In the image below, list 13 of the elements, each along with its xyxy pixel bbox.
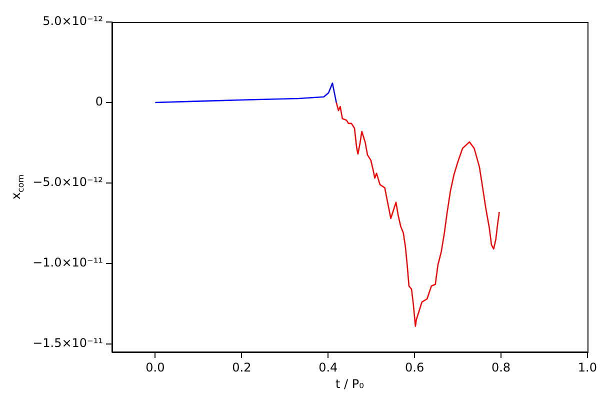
- x-tick-label: 0.6: [405, 360, 424, 374]
- x-tick-label: 1.0: [578, 360, 598, 374]
- y-tick-label: 5.0×10⁻¹²: [42, 14, 104, 28]
- x-axis-title: t / P₀: [336, 377, 364, 391]
- y-tick-label: −1.0×10⁻¹¹: [32, 256, 104, 270]
- y-tick-label: 0: [95, 94, 103, 109]
- x-tick-label: 0.4: [318, 360, 338, 374]
- x-tick-label: 0.2: [232, 360, 252, 374]
- y-tick-label: −5.0×10⁻¹²: [32, 175, 104, 190]
- y-tick-label: −1.5×10⁻¹¹: [32, 336, 104, 350]
- x-tick-label: 0.8: [491, 360, 511, 374]
- y-axis-title: xcom: [9, 174, 26, 200]
- x-tick-label: 0.0: [146, 360, 165, 374]
